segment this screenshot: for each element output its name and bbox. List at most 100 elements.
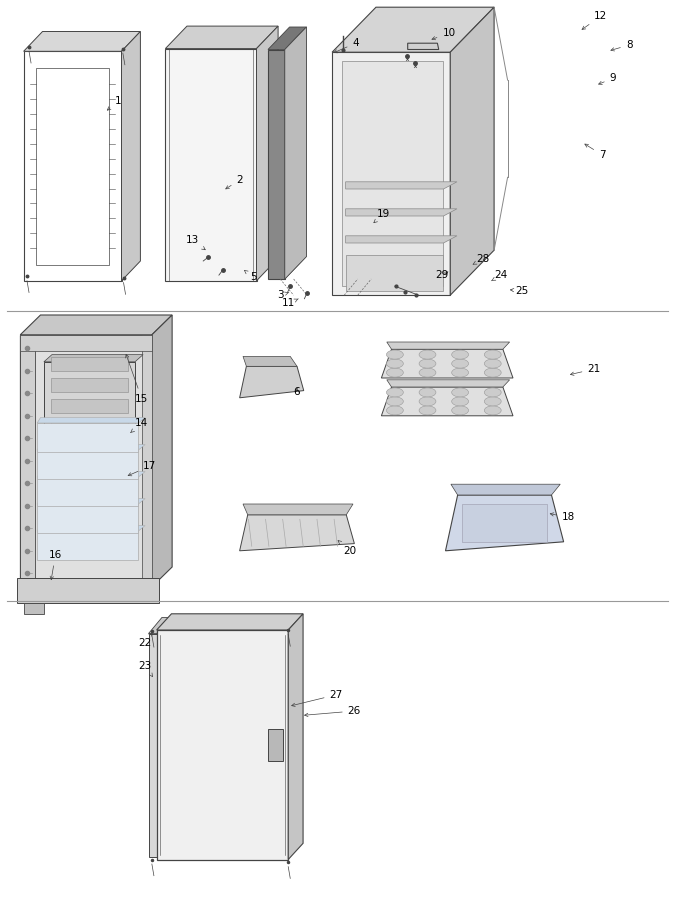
Ellipse shape <box>484 388 501 397</box>
Polygon shape <box>240 515 354 551</box>
Text: 12: 12 <box>582 11 608 30</box>
Ellipse shape <box>386 397 403 406</box>
Text: 26: 26 <box>304 706 361 716</box>
Text: 25: 25 <box>510 285 529 296</box>
Polygon shape <box>387 380 510 387</box>
Polygon shape <box>346 236 457 243</box>
Ellipse shape <box>419 350 436 359</box>
Text: 27: 27 <box>292 689 343 706</box>
Polygon shape <box>37 531 138 560</box>
Polygon shape <box>37 499 145 504</box>
Polygon shape <box>240 366 304 398</box>
Text: 10: 10 <box>432 28 456 40</box>
Ellipse shape <box>484 397 501 406</box>
Text: 6: 6 <box>294 386 300 397</box>
Polygon shape <box>152 315 172 587</box>
Ellipse shape <box>419 406 436 415</box>
Polygon shape <box>381 349 513 378</box>
Polygon shape <box>51 400 128 413</box>
Polygon shape <box>408 43 439 50</box>
Polygon shape <box>20 335 152 587</box>
Text: 2: 2 <box>225 175 243 189</box>
Polygon shape <box>243 504 353 515</box>
Ellipse shape <box>484 368 501 377</box>
Polygon shape <box>243 356 297 366</box>
Ellipse shape <box>386 359 403 368</box>
Polygon shape <box>51 378 128 392</box>
Polygon shape <box>37 423 138 452</box>
Polygon shape <box>332 52 450 295</box>
Text: 19: 19 <box>374 209 390 222</box>
Ellipse shape <box>484 350 501 359</box>
Ellipse shape <box>484 359 501 368</box>
Text: 17: 17 <box>128 461 157 476</box>
Polygon shape <box>381 387 513 416</box>
Text: 8: 8 <box>611 40 632 51</box>
Polygon shape <box>37 504 138 533</box>
Text: 15: 15 <box>126 355 148 404</box>
Text: 16: 16 <box>49 550 62 580</box>
Polygon shape <box>342 61 443 286</box>
Polygon shape <box>157 614 303 630</box>
Text: 11: 11 <box>282 298 298 309</box>
Polygon shape <box>142 335 152 587</box>
Ellipse shape <box>452 350 468 359</box>
Ellipse shape <box>484 406 501 415</box>
Text: 1: 1 <box>107 95 122 110</box>
Polygon shape <box>268 50 285 279</box>
Text: 13: 13 <box>186 235 205 249</box>
Polygon shape <box>17 578 159 603</box>
Polygon shape <box>20 335 35 587</box>
Text: 23: 23 <box>138 661 153 677</box>
Polygon shape <box>268 27 306 50</box>
Polygon shape <box>346 182 457 189</box>
Ellipse shape <box>419 368 436 377</box>
Polygon shape <box>346 209 457 216</box>
Polygon shape <box>37 445 145 450</box>
Polygon shape <box>450 7 494 295</box>
Polygon shape <box>44 362 135 443</box>
Text: 7: 7 <box>585 144 605 160</box>
Ellipse shape <box>419 388 436 397</box>
Ellipse shape <box>452 368 468 377</box>
Text: 24: 24 <box>491 270 508 281</box>
Polygon shape <box>37 477 138 506</box>
Text: 4: 4 <box>334 38 359 53</box>
Ellipse shape <box>386 388 403 397</box>
Text: 28: 28 <box>473 254 489 265</box>
Polygon shape <box>148 634 157 857</box>
Ellipse shape <box>386 368 403 377</box>
Polygon shape <box>285 27 306 279</box>
Polygon shape <box>346 255 443 291</box>
Ellipse shape <box>419 359 436 368</box>
Polygon shape <box>20 315 172 335</box>
Text: 22: 22 <box>138 633 152 649</box>
Ellipse shape <box>419 397 436 406</box>
Text: 5: 5 <box>244 270 256 283</box>
Polygon shape <box>268 729 283 760</box>
Polygon shape <box>37 472 145 477</box>
Polygon shape <box>462 504 547 542</box>
Polygon shape <box>24 32 140 51</box>
Polygon shape <box>285 27 306 279</box>
Polygon shape <box>288 614 303 860</box>
Polygon shape <box>332 7 494 52</box>
Polygon shape <box>37 450 138 479</box>
Polygon shape <box>256 26 278 281</box>
Text: 21: 21 <box>570 364 601 375</box>
Text: 9: 9 <box>599 73 616 85</box>
Text: 14: 14 <box>131 418 148 433</box>
Polygon shape <box>51 420 128 434</box>
Polygon shape <box>451 484 560 495</box>
Text: 20: 20 <box>338 541 356 556</box>
Polygon shape <box>387 342 510 349</box>
Text: 18: 18 <box>550 512 575 523</box>
Ellipse shape <box>386 350 403 359</box>
Ellipse shape <box>452 359 468 368</box>
Polygon shape <box>37 526 145 531</box>
Polygon shape <box>122 32 140 281</box>
Polygon shape <box>157 630 288 860</box>
Polygon shape <box>37 418 145 423</box>
Polygon shape <box>148 617 170 634</box>
Polygon shape <box>20 335 152 351</box>
